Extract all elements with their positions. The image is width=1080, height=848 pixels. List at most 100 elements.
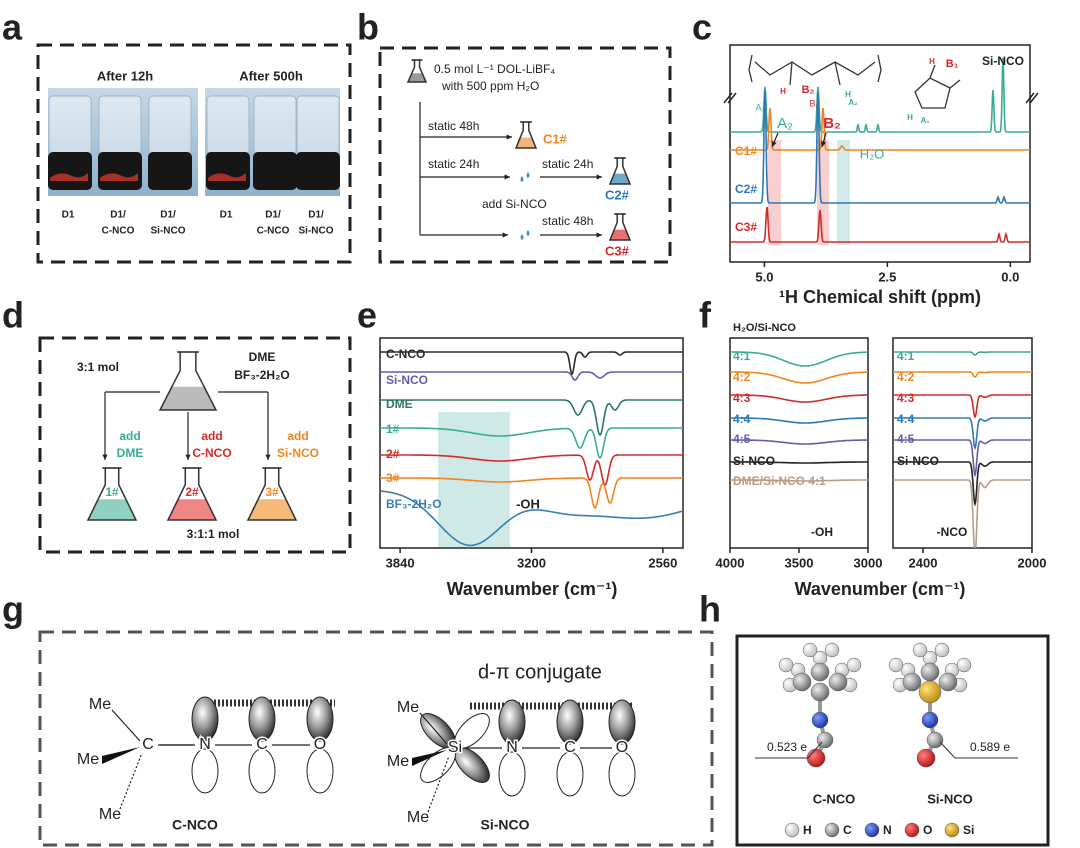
atom bbox=[816, 731, 834, 749]
wedge-bond bbox=[412, 750, 447, 766]
panel-label: a bbox=[2, 7, 23, 48]
spectrum bbox=[893, 417, 1032, 451]
legend-label: N bbox=[883, 823, 892, 837]
sample-label: D1/ bbox=[265, 210, 281, 221]
sample-label: D1/ bbox=[308, 210, 324, 221]
trace-label: C2# bbox=[735, 182, 757, 196]
atom bbox=[916, 748, 936, 768]
x-tick-label: 2000 bbox=[1018, 555, 1047, 570]
vial-cap bbox=[296, 152, 340, 190]
solution-label: with 500 ppm H₂O bbox=[441, 79, 539, 93]
frame-h bbox=[735, 634, 1050, 847]
highlight bbox=[837, 140, 850, 245]
reagent-label: BF₃-2H₂O bbox=[234, 368, 290, 382]
x-tick-label: 2560 bbox=[648, 555, 677, 570]
atom-label: Me bbox=[77, 751, 99, 768]
trace-label: BF₃-2H₂O bbox=[386, 497, 442, 511]
peak-label: B₁ bbox=[809, 98, 818, 108]
atom bbox=[904, 822, 920, 838]
spectrum bbox=[730, 107, 1030, 151]
x-tick-label: 2400 bbox=[909, 555, 938, 570]
solution-label: 0.5 mol L⁻¹ DOL-LiBF₄ bbox=[434, 62, 555, 76]
atom bbox=[810, 662, 830, 682]
atom bbox=[824, 642, 840, 658]
panel-frames bbox=[36, 43, 714, 847]
trace-label: 4:4 bbox=[733, 412, 751, 426]
atom bbox=[792, 672, 812, 692]
spectrum bbox=[893, 439, 1032, 478]
x-tick-label: 3200 bbox=[517, 555, 546, 570]
orbital-lobe bbox=[306, 748, 334, 794]
structure-label: H bbox=[929, 57, 935, 66]
frame-a bbox=[36, 43, 352, 264]
vial-cap bbox=[98, 152, 142, 190]
axes-frame bbox=[379, 337, 684, 549]
panel-label: b bbox=[357, 7, 379, 48]
vial-cap bbox=[206, 152, 250, 190]
atom bbox=[918, 680, 942, 704]
annotation: B₂ bbox=[823, 115, 841, 132]
arrow-head bbox=[265, 454, 271, 460]
addition-label: add bbox=[287, 429, 308, 443]
spectrum bbox=[380, 371, 683, 381]
step-label: static 24h bbox=[428, 157, 479, 171]
ratio-label: 3:1 mol bbox=[77, 360, 119, 374]
structure-label: B₁ bbox=[946, 58, 959, 70]
x-axis-label: Wavenumber (cm⁻¹) bbox=[447, 579, 618, 599]
trace-label: Si-NCO bbox=[897, 454, 939, 468]
flask bbox=[166, 468, 218, 521]
droplet bbox=[520, 234, 524, 240]
addition-label: add bbox=[201, 429, 222, 443]
orbital-lobe bbox=[191, 696, 219, 742]
spectrum bbox=[730, 90, 1030, 204]
trace-label: 1# bbox=[386, 422, 400, 436]
atom-label: Me bbox=[407, 809, 429, 826]
sample-label: Si-NCO bbox=[299, 226, 334, 237]
panel-label: f bbox=[699, 295, 712, 336]
trace-label: C3# bbox=[735, 220, 757, 234]
product-label: C1# bbox=[543, 131, 568, 146]
arrow-head bbox=[820, 141, 826, 147]
trace-label: DME/Si-NCO 4:1 bbox=[733, 474, 826, 488]
bond bbox=[119, 752, 143, 810]
spectrum bbox=[380, 490, 683, 547]
orbital-lobe bbox=[608, 699, 636, 745]
arrow-head bbox=[506, 134, 512, 140]
atom bbox=[912, 642, 928, 658]
x-tick-label: 0.0 bbox=[1001, 269, 1019, 284]
highlight bbox=[768, 140, 781, 245]
atom bbox=[802, 642, 818, 658]
step-label: static 48h bbox=[542, 214, 593, 228]
charge-label: 0.589 e bbox=[970, 740, 1010, 754]
atom-label: Me bbox=[89, 696, 111, 713]
trace-label: C1# bbox=[735, 144, 757, 158]
x-axis-label: ¹H Chemical shift (ppm) bbox=[779, 287, 981, 307]
panel-label: c bbox=[692, 7, 712, 48]
trace-label: DME bbox=[386, 397, 413, 411]
flask bbox=[158, 352, 218, 411]
break bbox=[1029, 92, 1039, 104]
flask-liquid bbox=[408, 73, 426, 82]
trace-label: 4:3 bbox=[733, 391, 751, 405]
vial-cap bbox=[253, 152, 297, 190]
structure bbox=[914, 64, 961, 109]
structure-label: H bbox=[907, 113, 913, 122]
droplet bbox=[526, 172, 530, 178]
flask-liquid bbox=[516, 137, 536, 148]
flask-liquid bbox=[160, 386, 216, 410]
flask-liquid bbox=[248, 499, 296, 520]
orbital-lobe bbox=[556, 751, 584, 797]
annotation: -NCO bbox=[937, 525, 968, 539]
product-label: C2# bbox=[605, 187, 630, 202]
atom-label: N bbox=[199, 736, 211, 753]
orbital-lobe bbox=[248, 748, 276, 794]
legend-label: C bbox=[843, 823, 852, 837]
panel-label: e bbox=[357, 295, 377, 336]
trace-label: 3# bbox=[386, 471, 400, 485]
atom bbox=[934, 642, 950, 658]
atom-label: Si bbox=[448, 739, 462, 756]
atom bbox=[778, 657, 794, 673]
spectrum bbox=[380, 351, 683, 376]
atom bbox=[864, 822, 880, 838]
